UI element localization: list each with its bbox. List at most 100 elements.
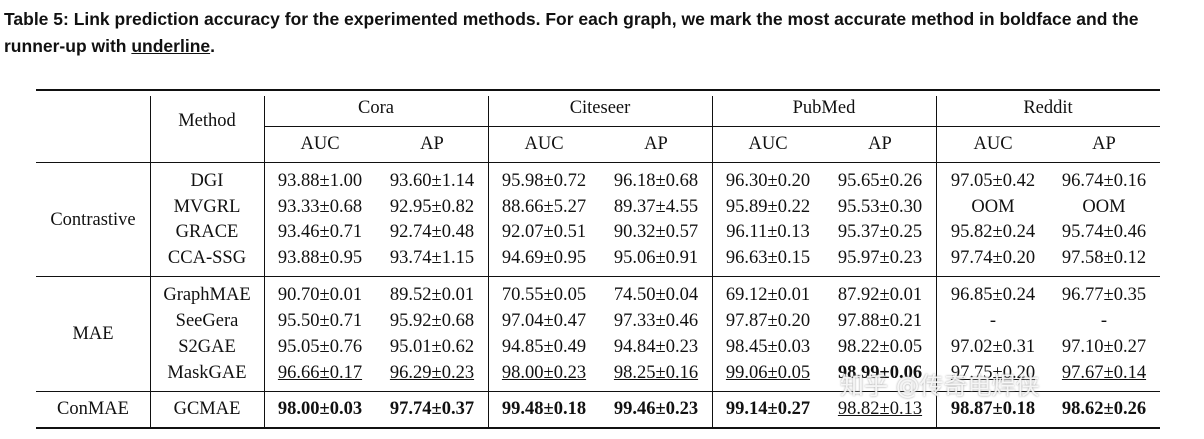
- dataset-header: PubMed: [792, 98, 856, 118]
- table-cell: 98.99±0.06: [837, 363, 923, 383]
- column-rule-0: [150, 96, 151, 427]
- method-name: GraphMAE: [163, 285, 251, 305]
- table-cell: 95.37±0.25: [837, 222, 923, 242]
- method-name: MaskGAE: [167, 363, 247, 383]
- metric-header: AUC: [748, 134, 788, 154]
- table-cell: 95.98±0.72: [501, 171, 587, 191]
- table-cell: 96.74±0.16: [1061, 171, 1147, 191]
- method-name: CCA-SSG: [167, 248, 247, 268]
- table-cell: 95.50±0.71: [277, 311, 363, 331]
- column-rule-4: [936, 96, 937, 427]
- group-rule-2: [36, 391, 1160, 392]
- group-label: Contrastive: [50, 209, 136, 230]
- metric-header: AUC: [973, 134, 1013, 154]
- table-cell: 95.82±0.24: [950, 222, 1036, 242]
- table-cell: OOM: [971, 197, 1015, 217]
- metric-header: AUC: [524, 134, 564, 154]
- group-label: MAE: [72, 324, 114, 344]
- method-name: DGI: [190, 171, 224, 191]
- table-caption: Table 5: Link prediction accuracy for th…: [4, 6, 1200, 60]
- table-cell: 93.33±0.68: [277, 197, 363, 217]
- table-cell: 99.48±0.18: [501, 399, 587, 419]
- table-cell: 99.46±0.23: [613, 399, 699, 419]
- table-cell: 95.53±0.30: [837, 197, 923, 217]
- table-cell: 97.33±0.46: [613, 311, 699, 331]
- table-cell: 97.10±0.27: [1061, 337, 1147, 357]
- header-rule: [36, 162, 1160, 163]
- table-cell: 70.55±0.05: [501, 285, 587, 305]
- table-cell: 90.32±0.57: [613, 222, 699, 242]
- method-header: Method: [178, 111, 236, 131]
- table-cell: 92.07±0.51: [501, 222, 587, 242]
- metric-header: AP: [420, 134, 444, 154]
- column-rule-3: [712, 96, 713, 427]
- table-cell: 88.66±5.27: [501, 197, 587, 217]
- table-cell: 98.22±0.05: [837, 337, 923, 357]
- table-cell: 96.77±0.35: [1061, 285, 1147, 305]
- caption-suffix: .: [210, 36, 215, 56]
- table-cell: 94.85±0.49: [501, 337, 587, 357]
- table-cell: 98.00±0.03: [277, 399, 363, 419]
- table-cell: 89.37±4.55: [613, 197, 699, 217]
- table-cell: 95.05±0.76: [277, 337, 363, 357]
- table-cell: 97.74±0.37: [389, 399, 475, 419]
- group-rule-1: [36, 276, 1160, 277]
- table-cell: 87.92±0.01: [837, 285, 923, 305]
- table-cell: 93.60±1.14: [389, 171, 475, 191]
- metric-header: AP: [644, 134, 668, 154]
- method-name: S2GAE: [178, 337, 236, 357]
- results-table: Method Cora Citeseer PubMed Reddit AUC AP AUC AP…: [36, 0, 1160, 439]
- table-cell: 99.14±0.27: [725, 399, 811, 419]
- table-cell: 95.97±0.23: [837, 248, 923, 268]
- caption-underline-word: underline: [131, 36, 211, 56]
- caption-text: Table 5: Link prediction accuracy for th…: [4, 9, 1139, 56]
- dataset-header: Reddit: [1023, 98, 1073, 118]
- table-cell: 97.67±0.14: [1061, 363, 1147, 383]
- table-cell: 96.11±0.13: [726, 222, 810, 242]
- table-cell: 98.87±0.18: [950, 399, 1036, 419]
- method-name: MVGRL: [173, 197, 241, 217]
- table-cell: 93.88±1.00: [277, 171, 363, 191]
- watermark: 知乎 @传奇电焊侠: [840, 372, 1040, 400]
- table-cell: 97.58±0.12: [1061, 248, 1147, 268]
- table-cell: 97.02±0.31: [950, 337, 1036, 357]
- table-cell: 96.30±0.20: [725, 171, 811, 191]
- top-rule: [36, 89, 1160, 91]
- table-cell: 95.89±0.22: [725, 197, 811, 217]
- table-cell: 93.46±0.71: [277, 222, 363, 242]
- method-name: GCMAE: [173, 399, 241, 419]
- table-cell: 95.06±0.91: [613, 248, 699, 268]
- table-cell: 96.85±0.24: [950, 285, 1036, 305]
- table-cell: -: [989, 311, 997, 331]
- table-cell: 95.74±0.46: [1061, 222, 1147, 242]
- table-cell: 97.87±0.20: [725, 311, 811, 331]
- table-cell: 90.70±0.01: [277, 285, 363, 305]
- table-cell: 97.05±0.42: [950, 171, 1036, 191]
- column-rule-1: [264, 96, 265, 427]
- table-cell: 96.66±0.17: [277, 363, 363, 383]
- table-cell: OOM: [1082, 197, 1126, 217]
- metric-header: AP: [868, 134, 892, 154]
- table-cell: 97.75±0.20: [950, 363, 1036, 383]
- table-cell: 94.84±0.23: [613, 337, 699, 357]
- table-cell: 98.62±0.26: [1061, 399, 1147, 419]
- table-cell: 98.82±0.13: [837, 399, 923, 419]
- table-cell: 94.69±0.95: [501, 248, 587, 268]
- table-cell: 96.18±0.68: [613, 171, 699, 191]
- dataset-header: Citeseer: [569, 98, 631, 118]
- table-cell: 98.00±0.23: [501, 363, 587, 383]
- table-cell: 98.25±0.16: [613, 363, 699, 383]
- table-cell: 89.52±0.01: [389, 285, 475, 305]
- bottom-rule: [36, 427, 1160, 429]
- metric-header: AP: [1092, 134, 1116, 154]
- table-cell: 97.88±0.21: [837, 311, 923, 331]
- dataset-header: Cora: [358, 98, 394, 118]
- table-cell: 92.74±0.48: [389, 222, 475, 242]
- table-cell: 96.63±0.15: [725, 248, 811, 268]
- method-name: GRACE: [175, 222, 239, 242]
- table-cell: 99.06±0.05: [725, 363, 811, 383]
- column-rule-2: [488, 96, 489, 427]
- table-cell: 74.50±0.04: [613, 285, 699, 305]
- table-cell: 95.92±0.68: [389, 311, 475, 331]
- table-cell: 96.29±0.23: [389, 363, 475, 383]
